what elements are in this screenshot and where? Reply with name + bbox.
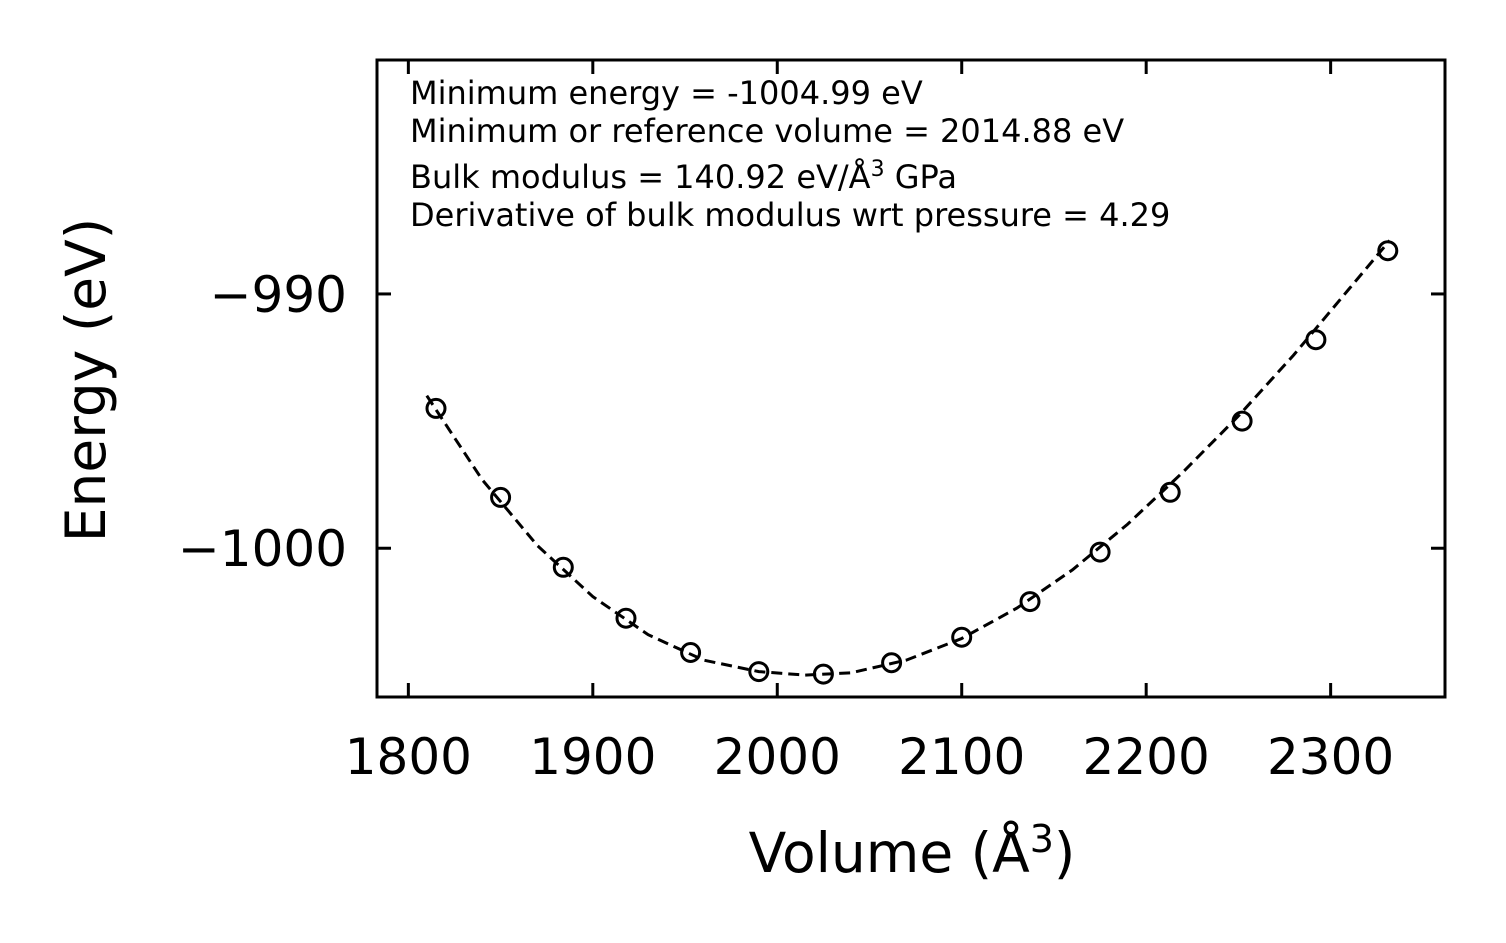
data-point [615, 607, 637, 629]
x-tick-label: 1900 [529, 728, 656, 786]
x-tick-label: 1800 [345, 728, 472, 786]
annotation-bulk-modulus-derivative: Derivative of bulk modulus wrt pressure … [410, 196, 1170, 234]
x-axis-title-sup: 3 [1030, 817, 1054, 861]
x-axis-title-main: Volume (Å [749, 820, 1030, 885]
data-point [1089, 541, 1111, 563]
data-point [552, 556, 574, 578]
x-axis-title: Volume (Å3) [749, 817, 1076, 885]
fit-curve [425, 239, 1391, 677]
data-point [1231, 410, 1253, 432]
annotation-bulk-modulus-end: GPa [885, 158, 957, 196]
data-point [490, 486, 512, 508]
plot-frame [375, 58, 1447, 699]
x-tick-label: 2300 [1267, 728, 1394, 786]
x-axis-title-end: ) [1054, 821, 1075, 885]
annotation-bulk-modulus-sup: 3 [871, 157, 885, 182]
data-point [1159, 481, 1181, 503]
x-tick-label: 2200 [1083, 728, 1210, 786]
data-point [1305, 329, 1327, 351]
y-axis-title: Energy (eV) [54, 218, 118, 542]
annotation-minimum-energy: Minimum energy = -1004.99 eV [410, 74, 923, 112]
data-point [1019, 591, 1041, 613]
annotation-minimum-volume: Minimum or reference volume = 2014.88 eV [410, 112, 1124, 150]
data-point [1377, 240, 1399, 262]
annotation-bulk-modulus-main: Bulk modulus = 140.92 eV/Å [410, 158, 871, 196]
y-tick-label: −990 [210, 266, 347, 324]
data-point [951, 626, 973, 648]
data-point [748, 661, 770, 683]
data-point [680, 642, 702, 663]
annotation-bulk-modulus: Bulk modulus = 140.92 eV/Å3 GPa [410, 157, 957, 196]
x-tick-label: 2100 [898, 728, 1025, 786]
y-tick-label: −1000 [178, 520, 347, 578]
x-tick-label: 2000 [714, 728, 841, 786]
data-point [881, 652, 903, 674]
data-point [812, 663, 834, 685]
data-point [425, 397, 447, 419]
